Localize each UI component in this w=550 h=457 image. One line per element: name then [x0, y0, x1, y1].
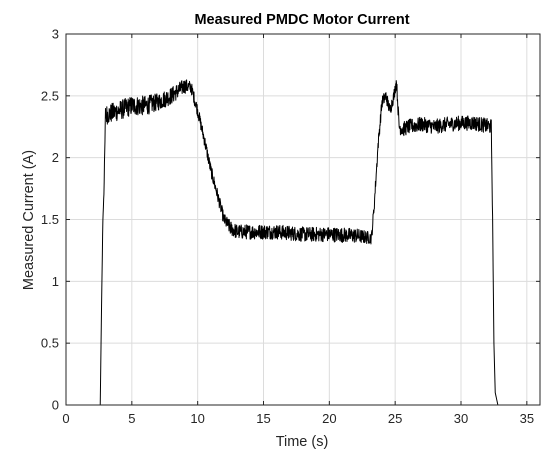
y-tick-label: 2	[52, 150, 59, 165]
x-tick-label: 0	[62, 411, 69, 426]
x-tick-label: 10	[190, 411, 204, 426]
x-tick-label: 5	[128, 411, 135, 426]
axis-ticks: 0 5 10 15 20 25 30 35 0 0.5 1 1.5 2 2.5 3	[41, 27, 540, 426]
chart-title: Measured PMDC Motor Current	[194, 12, 409, 28]
x-tick-label: 25	[388, 411, 402, 426]
y-tick-label: 0.5	[41, 336, 59, 351]
x-tick-label: 30	[454, 411, 468, 426]
x-tick-label: 15	[256, 411, 270, 426]
y-tick-label: 2.5	[41, 88, 59, 103]
x-axis-label: Time (s)	[276, 434, 329, 450]
y-tick-label: 3	[52, 27, 59, 42]
plot-area	[65, 79, 541, 406]
y-tick-label: 1	[52, 274, 59, 289]
y-tick-label: 1.5	[41, 212, 59, 227]
current-trace-line	[65, 79, 541, 406]
x-tick-label: 35	[520, 411, 534, 426]
x-tick-label: 20	[322, 411, 336, 426]
grid-lines	[65, 33, 540, 406]
y-axis-label: Measured Current (A)	[21, 150, 37, 290]
y-tick-label: 0	[52, 398, 59, 413]
